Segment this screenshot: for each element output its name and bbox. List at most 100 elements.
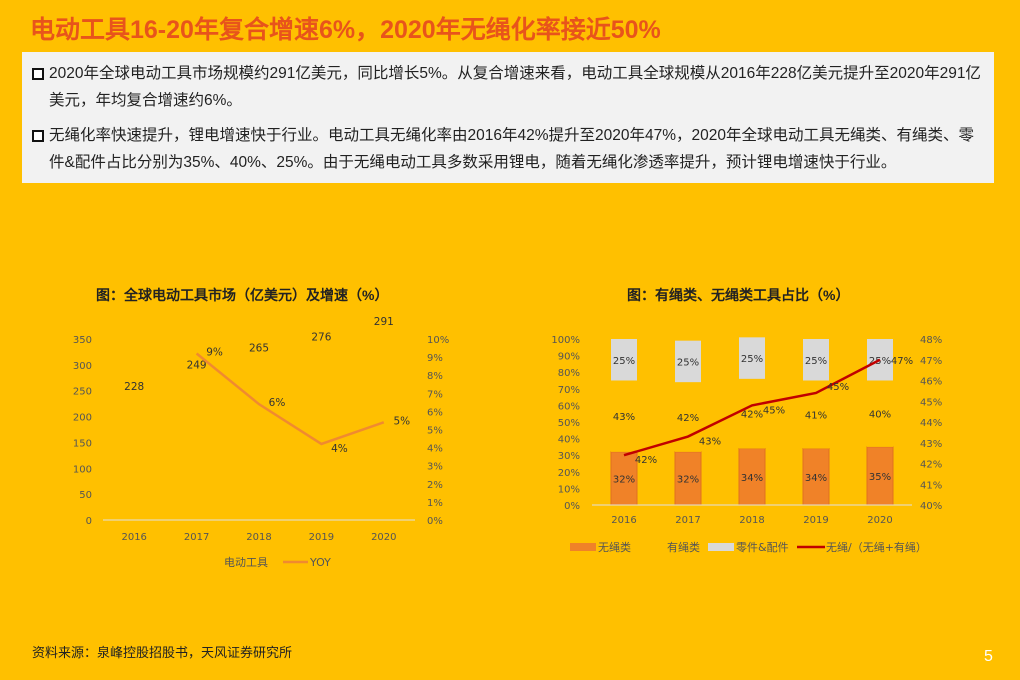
line-data-label: 43% (699, 437, 721, 448)
legend-label-yoy: YOY (309, 556, 331, 569)
page-number: 5 (984, 648, 993, 665)
bar-data-label: 25% (613, 356, 635, 367)
bar-market-size (245, 382, 273, 520)
bar-data-label: 34% (741, 473, 763, 484)
y-axis-right-tick: 47% (920, 356, 942, 367)
yoy-data-label: 5% (393, 415, 410, 427)
bar-data-label: 265 (249, 343, 269, 355)
legend-swatch-accessories (708, 543, 734, 551)
y-axis-right-tick: 1% (427, 498, 443, 509)
y-axis-left-tick: 100 (73, 464, 92, 475)
y-axis-left-tick: 60% (558, 401, 580, 412)
legend-swatch-cordless (570, 543, 596, 551)
y-axis-right-tick: 6% (427, 407, 443, 418)
bar-data-label: 35% (869, 472, 891, 483)
y-axis-right-tick: 5% (427, 426, 443, 437)
bar-corded (611, 380, 637, 452)
summary-box: 2020年全球电动工具市场规模约291亿美元，同比增长5%。从复合增速来看，电动… (22, 52, 994, 183)
line-data-label: 42% (635, 455, 657, 466)
y-axis-left-tick: 0% (564, 501, 580, 512)
x-axis-tick: 2019 (309, 532, 334, 543)
yoy-data-label: 4% (331, 443, 348, 455)
bullet-text: 2020年全球电动工具市场规模约291亿美元，同比增长5%。从复合增速来看，电动… (49, 65, 981, 109)
page-title: 电动工具16-20年复合增速6%，2020年无绳化率接近50% (30, 16, 661, 44)
line-data-label: 45% (763, 405, 785, 416)
source-note: 资料来源：泉峰控股招股书，天风证券研究所 (32, 645, 293, 660)
square-bullet-icon (32, 130, 44, 142)
y-axis-right-tick: 7% (427, 389, 443, 400)
bar-data-label: 42% (677, 413, 699, 424)
y-axis-right-tick: 44% (920, 418, 942, 429)
square-bullet-icon (32, 68, 44, 80)
y-axis-left-tick: 350 (73, 335, 92, 346)
yoy-data-label: 9% (206, 346, 223, 358)
bar-data-label: 276 (311, 331, 331, 343)
bar-data-label: 32% (677, 474, 699, 485)
y-axis-left-tick: 50 (79, 490, 92, 501)
bar-data-label: 25% (677, 357, 699, 368)
y-axis-left-tick: 80% (558, 368, 580, 379)
y-axis-right-tick: 3% (427, 462, 443, 473)
bar-corded (867, 380, 893, 447)
x-axis-tick: 2018 (739, 515, 764, 526)
bar-data-label: 40% (869, 410, 891, 421)
x-axis-tick: 2019 (803, 515, 828, 526)
bar-cordless (738, 448, 766, 506)
bar-data-label: 25% (869, 356, 891, 367)
bar-market-size (307, 377, 336, 520)
bar-data-label: 41% (805, 411, 827, 422)
bar-data-label: 34% (805, 473, 827, 484)
bar-market-size (369, 369, 398, 520)
y-axis-right-tick: 4% (427, 444, 443, 455)
line-data-label: 45% (827, 382, 849, 393)
bar-data-label: 228 (124, 381, 144, 393)
bar-data-label: 43% (613, 412, 635, 423)
bar-data-label: 249 (187, 359, 207, 371)
y-axis-right-tick: 42% (920, 460, 942, 471)
bar-accessories (739, 337, 765, 379)
y-axis-right-tick: 10% (427, 335, 449, 346)
legend-label-cordless-rate: 无绳/（无绳+有绳） (826, 540, 927, 554)
bar-data-label: 32% (613, 474, 635, 485)
y-axis-right-tick: 40% (920, 501, 942, 512)
x-axis-tick: 2018 (246, 532, 271, 543)
bar-corded (739, 378, 765, 449)
y-axis-left-tick: 250 (73, 387, 92, 398)
y-axis-left-tick: 50% (558, 418, 580, 429)
bar-accessories (611, 339, 637, 381)
legend-label-market: 电动工具 (224, 556, 268, 569)
bar-data-label: 25% (741, 354, 763, 365)
bar-data-label: 42% (741, 410, 763, 421)
y-axis-right-tick: 0% (427, 516, 443, 527)
y-axis-right-tick: 41% (920, 480, 942, 491)
x-axis-tick: 2017 (675, 515, 700, 526)
yoy-line (195, 352, 385, 446)
y-axis-left-tick: 300 (73, 361, 92, 372)
bar-cordless (610, 451, 638, 506)
line-data-label: 47% (891, 356, 913, 367)
y-axis-right-tick: 45% (920, 397, 942, 408)
yoy-data-label: 6% (269, 397, 286, 409)
y-axis-left-tick: 70% (558, 385, 580, 396)
bar-data-label: 291 (374, 316, 394, 328)
x-axis-tick: 2020 (867, 515, 892, 526)
y-axis-right-tick: 46% (920, 377, 942, 388)
y-axis-left-tick: 20% (558, 468, 580, 479)
y-axis-right-tick: 48% (920, 335, 942, 346)
y-axis-left-tick: 0 (86, 516, 92, 527)
bar-market-size (120, 402, 149, 520)
y-axis-left-tick: 150 (73, 438, 92, 449)
y-axis-left-tick: 30% (558, 451, 580, 462)
bar-cordless (866, 446, 894, 506)
y-axis-left-tick: 200 (73, 413, 92, 424)
bar-market-size (182, 391, 211, 520)
legend-label-cordless: 无绳类 (598, 540, 631, 554)
y-axis-right-tick: 2% (427, 480, 443, 491)
x-axis-tick: 2016 (611, 515, 636, 526)
bar-accessories (803, 339, 829, 381)
legend-label-corded: 有绳类 (667, 540, 700, 554)
y-axis-left-tick: 100% (551, 335, 580, 346)
chart-title-share: 图：有绳类、无绳类工具占比（%） (627, 287, 850, 303)
y-axis-left-tick: 40% (558, 435, 580, 446)
